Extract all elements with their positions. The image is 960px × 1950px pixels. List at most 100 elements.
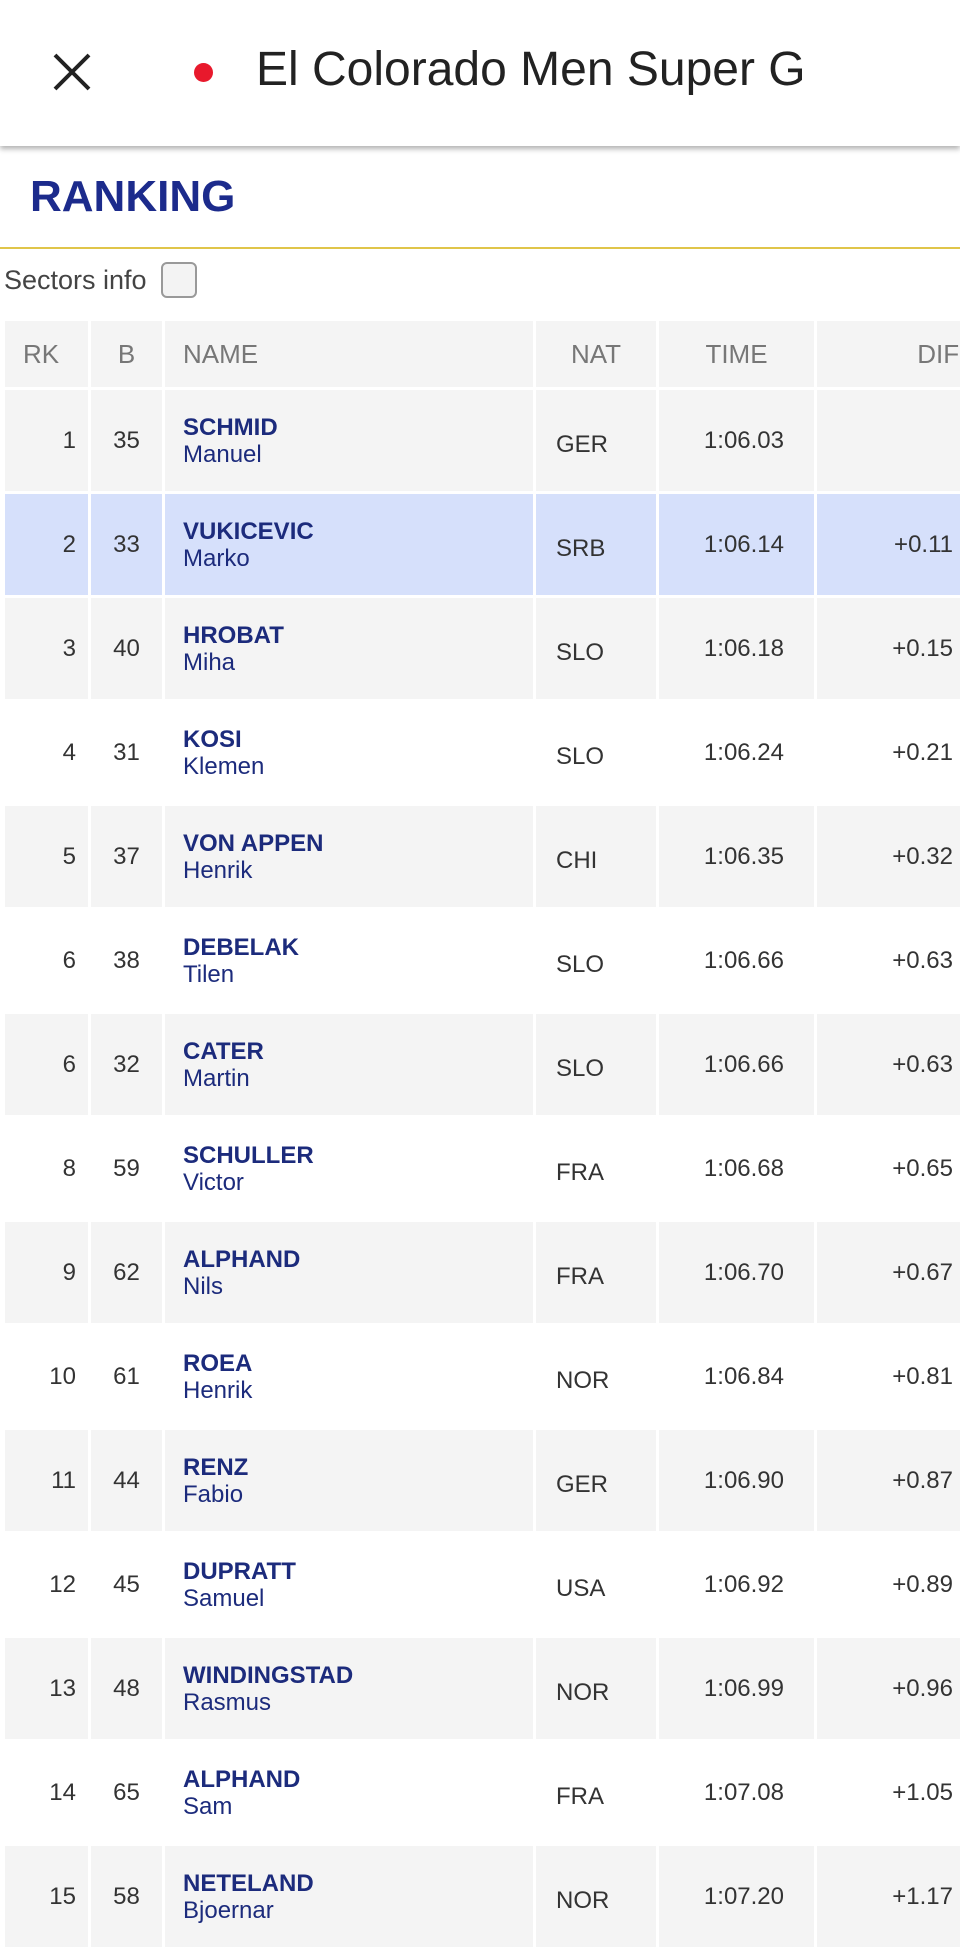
result-row[interactable]: 3 40 HROBAT Miha SLO 1:06.18 +0.15: [5, 598, 960, 699]
diff: +1.05: [817, 1742, 960, 1843]
nation: FRA: [536, 1118, 656, 1219]
athlete: KOSI Klemen: [165, 702, 533, 803]
diff: +0.96: [817, 1638, 960, 1739]
result-row[interactable]: 6 32 CATER Martin SLO 1:06.66 +0.63: [5, 1014, 960, 1115]
result-row[interactable]: 8 59 SCHULLER Victor FRA 1:06.68 +0.65: [5, 1118, 960, 1219]
bib: 38: [91, 910, 162, 1011]
result-row[interactable]: 1 35 SCHMID Manuel GER 1:06.03: [5, 390, 960, 491]
column-header: NAT: [536, 321, 656, 387]
athlete: DEBELAK Tilen: [165, 910, 533, 1011]
diff: [817, 390, 960, 491]
bib: 31: [91, 702, 162, 803]
rank: 4: [5, 702, 88, 803]
result-row[interactable]: 11 44 RENZ Fabio GER 1:06.90 +0.87: [5, 1430, 960, 1531]
diff: +0.89: [817, 1534, 960, 1635]
first-name: Henrik: [183, 856, 253, 884]
diff: +1.17: [817, 1846, 960, 1947]
diff: +0.65: [817, 1118, 960, 1219]
bib: 62: [91, 1222, 162, 1323]
bib: 59: [91, 1118, 162, 1219]
diff: +0.63: [817, 1014, 960, 1115]
diff: +0.87: [817, 1430, 960, 1531]
diff: +0.11: [817, 494, 960, 595]
column-header: TIME: [659, 321, 814, 387]
bib: 45: [91, 1534, 162, 1635]
close-button[interactable]: [52, 52, 92, 92]
athlete: ROEA Henrik: [165, 1326, 533, 1427]
result-row[interactable]: 9 62 ALPHAND Nils FRA 1:06.70 +0.67: [5, 1222, 960, 1323]
bib: 35: [91, 390, 162, 491]
diff: +0.63: [817, 910, 960, 1011]
rank: 12: [5, 1534, 88, 1635]
first-name: Rasmus: [183, 1688, 272, 1716]
athlete: WINDINGSTAD Rasmus: [165, 1638, 533, 1739]
time: 1:06.24: [659, 702, 814, 803]
column-header: RK: [5, 321, 88, 387]
rank: 14: [5, 1742, 88, 1843]
athlete: NETELAND Bjoernar: [165, 1846, 533, 1947]
time: 1:06.99: [659, 1638, 814, 1739]
last-name: SCHMID: [183, 413, 278, 441]
title: El Colorado Men Super G: [256, 43, 806, 96]
rank: 6: [5, 910, 88, 1011]
result-row[interactable]: 15 58 NETELAND Bjoernar NOR 1:07.20 +1.17: [5, 1846, 960, 1947]
nation: SRB: [536, 494, 656, 595]
rank: 10: [5, 1326, 88, 1427]
rank: 13: [5, 1638, 88, 1739]
nation: NOR: [536, 1326, 656, 1427]
first-name: Bjoernar: [183, 1896, 274, 1924]
page: El Colorado Men Super G RANKING Sectors …: [0, 43, 960, 1947]
time: 1:06.66: [659, 910, 814, 1011]
bib: 32: [91, 1014, 162, 1115]
sectors-toggle[interactable]: Sectors info: [4, 262, 197, 298]
nation: FRA: [536, 1742, 656, 1843]
time: 1:06.92: [659, 1534, 814, 1635]
time: 1:06.70: [659, 1222, 814, 1323]
first-name: Miha: [183, 648, 236, 676]
nation: FRA: [536, 1222, 656, 1323]
last-name: VUKICEVIC: [183, 517, 314, 545]
diff: +0.81: [817, 1326, 960, 1427]
time: 1:06.84: [659, 1326, 814, 1427]
last-name: VON APPEN: [183, 829, 324, 857]
rank: 15: [5, 1846, 88, 1947]
bib: 33: [91, 494, 162, 595]
first-name: Henrik: [183, 1376, 253, 1404]
result-row[interactable]: 12 45 DUPRATT Samuel USA 1:06.92 +0.89: [5, 1534, 960, 1635]
bib: 44: [91, 1430, 162, 1531]
checkbox[interactable]: [160, 262, 197, 298]
last-name: ROEA: [183, 1349, 253, 1377]
rank: 6: [5, 1014, 88, 1115]
result-row[interactable]: 6 38 DEBELAK Tilen SLO 1:06.66 +0.63: [5, 910, 960, 1011]
result-row[interactable]: 2 33 VUKICEVIC Marko SRB 1:06.14 +0.11: [5, 494, 960, 595]
athlete: CATER Martin: [165, 1014, 533, 1115]
bib: 58: [91, 1846, 162, 1947]
first-name: Nils: [183, 1272, 223, 1300]
result-row[interactable]: 10 61 ROEA Henrik NOR 1:06.84 +0.81: [5, 1326, 960, 1427]
bib: 48: [91, 1638, 162, 1739]
first-name: Samuel: [183, 1584, 265, 1612]
athlete: RENZ Fabio: [165, 1430, 533, 1531]
result-row[interactable]: 13 48 WINDINGSTAD Rasmus NOR 1:06.99 +0.96: [5, 1638, 960, 1739]
athlete: ALPHAND Nils: [165, 1222, 533, 1323]
last-name: RENZ: [183, 1453, 249, 1481]
result-row[interactable]: 4 31 KOSI Klemen SLO 1:06.24 +0.21: [5, 702, 960, 803]
first-name: Klemen: [183, 752, 265, 780]
athlete: SCHULLER Victor: [165, 1118, 533, 1219]
ranking-title: RANKING: [30, 172, 236, 221]
result-row[interactable]: 5 37 VON APPEN Henrik CHI 1:06.35 +0.32: [5, 806, 960, 907]
last-name: DUPRATT: [183, 1557, 296, 1585]
time: 1:06.18: [659, 598, 814, 699]
column-header: NAME: [165, 321, 533, 387]
nation: SLO: [536, 598, 656, 699]
rank: 11: [5, 1430, 88, 1531]
rank: 2: [5, 494, 88, 595]
nation: SLO: [536, 1014, 656, 1115]
nation: SLO: [536, 702, 656, 803]
last-name: DEBELAK: [183, 933, 300, 961]
nation: CHI: [536, 806, 656, 907]
time: 1:07.08: [659, 1742, 814, 1843]
result-row[interactable]: 14 65 ALPHAND Sam FRA 1:07.08 +1.05: [5, 1742, 960, 1843]
athlete: SCHMID Manuel: [165, 390, 533, 491]
last-name: ALPHAND: [183, 1245, 301, 1273]
